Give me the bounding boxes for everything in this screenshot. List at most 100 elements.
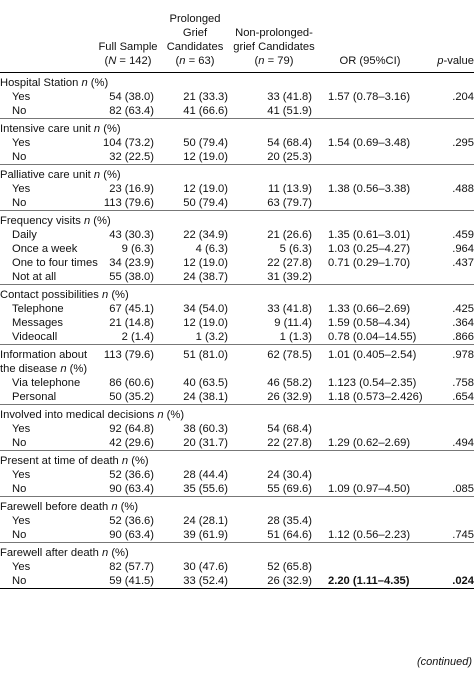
cell-prolonged: 22 (34.9) — [183, 228, 228, 241]
cell-full: 43 (30.3) — [109, 228, 154, 241]
cell-p — [424, 196, 474, 211]
header-empty — [0, 0, 98, 72]
row-label: Messages — [12, 316, 63, 329]
cell-prolonged: 38 (60.3) — [183, 422, 228, 435]
table-row: No 32 (22.5) 12 (19.0) 20 (25.3) — [0, 150, 474, 165]
cell-full: 2 (1.4) — [121, 330, 154, 343]
cell-full: 90 (63.4) — [109, 482, 154, 495]
cell-non: 54 (68.4) — [267, 136, 312, 149]
section-p: .978 — [452, 348, 474, 361]
cell-non: 21 (26.6) — [267, 228, 312, 241]
cell-p: .425 — [452, 302, 474, 315]
table-row: One to four times 34 (23.9) 12 (19.0) 22 (2… — [0, 256, 474, 270]
row-label: No — [12, 482, 27, 495]
section-row: Present at time of death n (%) — [0, 450, 474, 468]
table-body: Hospital Station n (%) Yes 54 (38.0) 21 (33… — [0, 72, 474, 588]
cell-full: 82 (57.7) — [109, 560, 154, 573]
cell-non: 11 (13.9) — [268, 182, 312, 195]
header-non-n: (n = 79) — [254, 54, 294, 67]
section-or: 1.01 (0.405–2.54) — [328, 348, 417, 361]
section-row: Information about the disease n (%) 113 (… — [0, 344, 474, 376]
cell-prolonged: 12 (19.0) — [183, 150, 228, 163]
cell-or: 1.35 (0.61–3.01) — [328, 228, 411, 241]
cell-p: .654 — [452, 390, 474, 403]
cell-prolonged: 50 (79.4) — [183, 136, 228, 149]
cell-p: .204 — [452, 90, 474, 103]
cell-p: .364 — [452, 316, 474, 329]
row-label: Yes — [12, 468, 31, 481]
section-row: Contact possibilities n (%) — [0, 284, 474, 302]
cell-p: .024 — [452, 574, 474, 587]
row-label: Not at all — [12, 270, 57, 283]
header-prolonged-n: (n = 63) — [175, 54, 215, 67]
cell-non: 20 (25.3) — [267, 150, 312, 163]
cell-full: 104 (73.2) — [103, 136, 154, 149]
cell-p: .745 — [452, 528, 474, 541]
cell-non: 1 (1.3) — [279, 330, 312, 343]
cell-prolonged: 21 (33.3) — [183, 90, 228, 103]
row-label: No — [12, 436, 27, 449]
section-row: Frequency visits n (%) — [0, 210, 474, 228]
table-row: No 90 (63.4) 35 (55.6) 55 (69.6) 1.09 (0.97–… — [0, 482, 474, 497]
header-prolonged: Prolonged Grief Candidates (n = 63) — [158, 0, 232, 72]
cell-non: 31 (39.2) — [267, 270, 312, 283]
table-row: Videocall 2 (1.4) 1 (3.2) 1 (1.3) 0.78 (0.04… — [0, 330, 474, 345]
cell-prolonged: 12 (19.0) — [183, 256, 228, 269]
cell-or: 1.38 (0.56–3.38) — [328, 182, 411, 195]
cell-or — [316, 560, 424, 574]
row-label: Yes — [12, 182, 31, 195]
cell-full: 50 (35.2) — [109, 390, 154, 403]
row-label: Yes — [12, 136, 31, 149]
section-row: Farewell after death n (%) — [0, 542, 474, 560]
cell-or: 0.78 (0.04–14.55) — [328, 330, 417, 343]
cell-non: 5 (6.3) — [279, 242, 312, 255]
cell-full: 23 (16.9) — [109, 182, 154, 195]
cell-non: 24 (30.4) — [267, 468, 312, 481]
section-title: Involved into medical decisions n (%) — [0, 408, 185, 421]
cell-prolonged: 39 (61.9) — [183, 528, 228, 541]
row-label: Videocall — [12, 330, 58, 343]
cell-or: 1.33 (0.66–2.69) — [328, 302, 411, 315]
cell-full: 52 (36.6) — [109, 514, 154, 527]
cell-p — [424, 422, 474, 436]
cell-full: 52 (36.6) — [109, 468, 154, 481]
cell-full: 90 (63.4) — [109, 528, 154, 541]
section-prolonged: 51 (81.0) — [183, 348, 228, 361]
table-row: Not at all 55 (38.0) 24 (38.7) 31 (39.2) — [0, 270, 474, 285]
cell-prolonged: 1 (3.2) — [195, 330, 228, 343]
header-full-sample: Full Sample (N = 142) — [98, 0, 158, 72]
header-p-label: p-value — [437, 54, 474, 67]
cell-non: 46 (58.2) — [267, 376, 312, 389]
header-or-label: OR (95%CI) — [339, 54, 401, 67]
header-full-label: Full Sample — [98, 40, 158, 53]
cell-or — [316, 422, 424, 436]
cell-or — [316, 468, 424, 482]
table-row: No 42 (29.6) 20 (31.7) 22 (27.8) 1.29 (0.62–… — [0, 436, 474, 451]
cell-or: 1.03 (0.25–4.27) — [328, 242, 411, 255]
cell-full: 32 (22.5) — [109, 150, 154, 163]
cell-full: 54 (38.0) — [109, 90, 154, 103]
cell-prolonged: 24 (28.1) — [183, 514, 228, 527]
section-title: Palliative care unit n (%) — [0, 168, 121, 181]
cell-prolonged: 35 (55.6) — [183, 482, 228, 495]
section-title: Frequency visits n (%) — [0, 214, 111, 227]
cell-p: .459 — [452, 228, 474, 241]
cell-prolonged: 24 (38.7) — [183, 270, 228, 283]
cell-full: 59 (41.5) — [109, 574, 154, 587]
section-row: Hospital Station n (%) — [0, 72, 474, 90]
cell-p: .866 — [452, 330, 474, 343]
cell-or — [316, 150, 424, 165]
header-prolonged-label: Prolonged Grief Candidates — [166, 12, 224, 53]
table-row: Telephone 67 (45.1) 34 (54.0) 33 (41.8) 1.33… — [0, 302, 474, 316]
cell-non: 52 (65.8) — [267, 560, 312, 573]
cell-or: 1.59 (0.58–4.34) — [328, 316, 411, 329]
cell-or: 1.29 (0.62–2.69) — [328, 436, 411, 449]
table-row: Yes 52 (36.6) 28 (44.4) 24 (30.4) — [0, 468, 474, 482]
section-title: Hospital Station n (%) — [0, 76, 109, 89]
cell-prolonged: 12 (19.0) — [183, 316, 228, 329]
table-row: No 113 (79.6) 50 (79.4) 63 (79.7) — [0, 196, 474, 211]
row-label: No — [12, 150, 27, 163]
cell-or — [316, 514, 424, 528]
cell-full: 67 (45.1) — [109, 302, 154, 315]
